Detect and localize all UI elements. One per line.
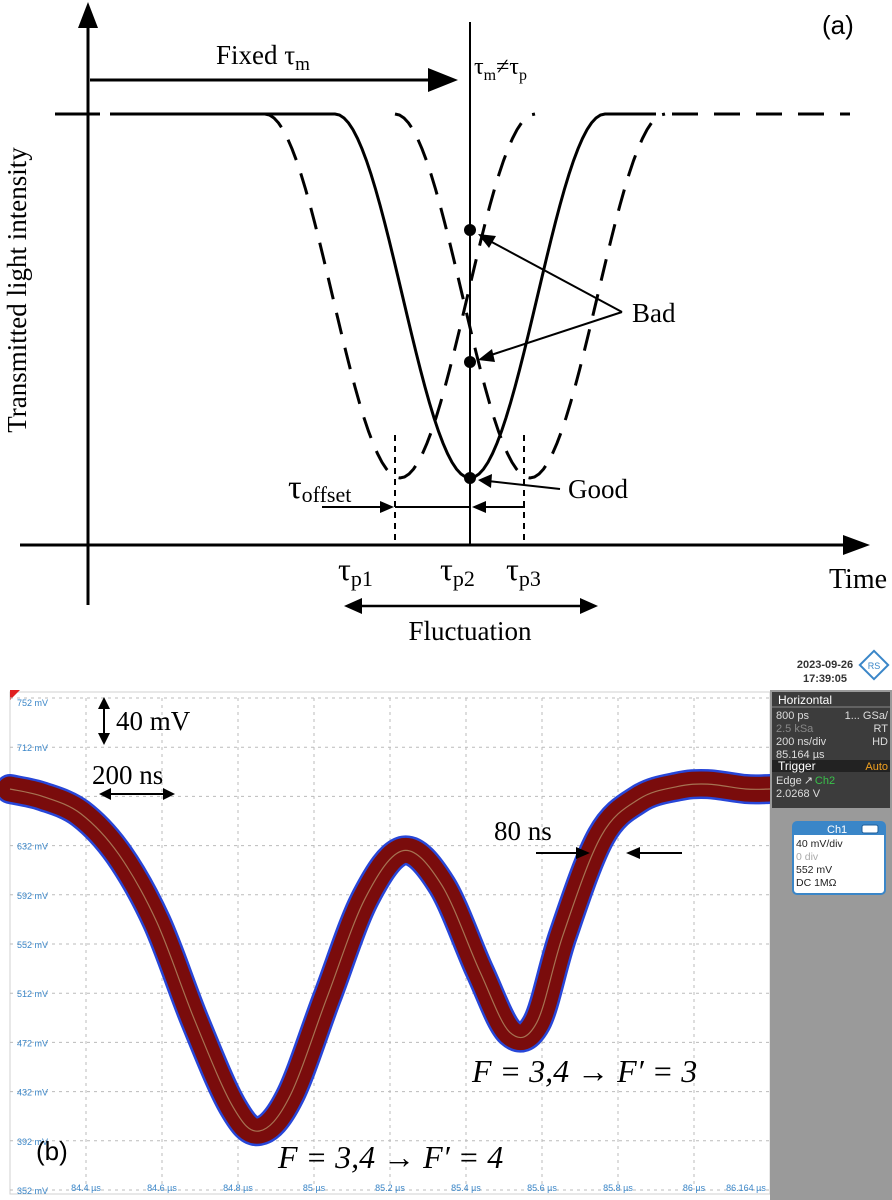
y-tick-label: 392 mV	[17, 1137, 48, 1147]
x-tick-label: 85.8 µs	[603, 1183, 633, 1193]
y-tick-label: 752 mV	[17, 698, 48, 708]
fixed-tm-arrowhead	[428, 68, 458, 92]
good-arrow	[487, 480, 561, 490]
fixed-tm-label: Fixed τm	[216, 40, 310, 75]
y-tick-label: 432 mV	[17, 1088, 48, 1098]
svg-text:RS: RS	[868, 661, 881, 671]
bad-point-lower	[464, 356, 476, 368]
x-tick-label: 85.2 µs	[375, 1183, 405, 1193]
ch1-row-1: 40 mV/div	[796, 838, 843, 850]
bad-arrowhead-upper	[478, 234, 496, 248]
bad-arrowhead-lower	[478, 349, 495, 362]
horizontal-title: Horizontal	[778, 693, 832, 707]
good-point	[464, 472, 476, 484]
ch1-minimize-button[interactable]	[861, 824, 879, 834]
offset-arrowhead-left	[380, 501, 394, 513]
panel-b-label: (b)	[36, 1136, 68, 1166]
voltage-scale-arrow-down	[98, 733, 110, 745]
dip-curve-tp1	[264, 112, 536, 480]
y-tick-label: 352 mV	[17, 1186, 48, 1196]
horizontal-row-2-right: RT	[874, 723, 889, 735]
offset-arrowhead-right	[472, 501, 486, 513]
horizontal-rows: 800 ps 1... GSa/ 2.5 kSa RT 200 ns/div H…	[776, 710, 889, 761]
dip-curve-tp2	[110, 112, 635, 480]
tick-tp3: τp3	[506, 551, 541, 591]
time-scale-label: 200 ns	[92, 760, 163, 790]
time-scale-arrow-left	[99, 788, 111, 800]
y-axis-arrowhead	[78, 2, 98, 28]
tm-neq-tp-label: τm≠τp	[474, 54, 527, 84]
voltage-scale-arrow-up	[98, 697, 110, 709]
x-tick-label: 85.6 µs	[527, 1183, 557, 1193]
y-tick-label: 712 mV	[17, 743, 48, 753]
y-tick-label: 632 mV	[17, 842, 48, 852]
y-axis-label: Transmitted light intensity	[2, 147, 32, 433]
bad-label: Bad	[632, 298, 676, 328]
trace-core	[9, 783, 771, 1132]
good-arrowhead	[478, 474, 492, 488]
scope-time: 17:39:05	[803, 673, 847, 685]
y-tick-label: 512 mV	[17, 989, 48, 999]
horizontal-row-4-left: 85.164 µs	[776, 749, 825, 761]
horizontal-row-3-left: 200 ns/div	[776, 736, 827, 748]
transition-label-f3: F = 3,4 → F′ = 3	[471, 1053, 697, 1089]
horizontal-row-2-left: 2.5 kSa	[776, 723, 814, 735]
jitter-arrowhead-left	[576, 847, 590, 859]
horizontal-row-3-right: HD	[872, 736, 888, 748]
ch1-title-bar	[794, 823, 884, 835]
fluctuation-arrowhead-right	[580, 598, 598, 614]
trigger-title: Trigger	[778, 759, 816, 773]
ch1-row-2: 0 div	[796, 851, 819, 863]
dip-curve-tp3	[394, 112, 666, 480]
y-tick-label: 472 mV	[17, 1038, 48, 1048]
x-tick-label: 84.8 µs	[223, 1183, 253, 1193]
horizontal-row-1-right: 1... GSa/	[845, 710, 889, 722]
jitter-label: 80 ns	[494, 816, 552, 846]
x-tick-label: 84.4 µs	[71, 1183, 101, 1193]
horizontal-row-1-left: 800 ps	[776, 710, 810, 722]
x-axis-arrowhead	[843, 535, 870, 555]
time-scale-arrow-right	[163, 788, 175, 800]
tick-tp1: τp1	[338, 551, 373, 591]
bad-point-upper	[464, 224, 476, 236]
fluctuation-arrowhead-left	[344, 598, 362, 614]
panel-a-schematic: (a) Transmitted light intensity Time Fix…	[2, 2, 887, 646]
x-tick-label: 85 µs	[303, 1183, 326, 1193]
scope-x-tick-labels: 84.4 µs 84.6 µs 84.8 µs 85 µs 85.2 µs 85.4 µs…	[71, 1183, 766, 1193]
y-tick-label: 552 mV	[17, 940, 48, 950]
ch1-panel[interactable]	[792, 821, 886, 895]
offset-label: τoffset	[288, 469, 351, 507]
x-tick-label: 84.6 µs	[147, 1183, 177, 1193]
trigger-title-bar	[772, 760, 890, 772]
scope-date: 2023-09-26	[797, 659, 853, 671]
x-tick-label: 86 µs	[683, 1183, 706, 1193]
trigger-source: Edge ↗ Ch2	[776, 775, 835, 787]
ch1-rows: 40 mV/div 0 div 552 mV DC 1MΩ	[796, 838, 843, 889]
trigger-level: 2.0268 V	[776, 788, 821, 800]
bad-arrow-upper	[487, 239, 623, 313]
panel-a-label: (a)	[822, 10, 854, 40]
x-tick-label: 86.164 µs	[726, 1183, 766, 1193]
y-tick-label: 592 mV	[17, 891, 48, 901]
x-tick-label: 85.4 µs	[451, 1183, 481, 1193]
ch1-row-3: 552 mV	[796, 864, 832, 876]
good-label: Good	[568, 474, 628, 504]
x-axis-label: Time	[829, 564, 887, 595]
horizontal-panel[interactable]	[772, 692, 890, 808]
trigger-mode[interactable]: Auto	[865, 761, 888, 773]
ch1-title: Ch1	[827, 824, 847, 836]
ch1-row-4: DC 1MΩ	[796, 877, 837, 889]
voltage-scale-label: 40 mV	[116, 706, 191, 736]
fluctuation-label: Fluctuation	[409, 616, 532, 646]
jitter-arrowhead-right	[626, 847, 640, 859]
bad-arrow-lower	[487, 311, 623, 357]
tick-tp2: τp2	[440, 551, 475, 591]
rohde-schwarz-logo: RS	[858, 649, 890, 681]
transition-label-f4: F = 3,4 → F′ = 4	[277, 1139, 503, 1175]
